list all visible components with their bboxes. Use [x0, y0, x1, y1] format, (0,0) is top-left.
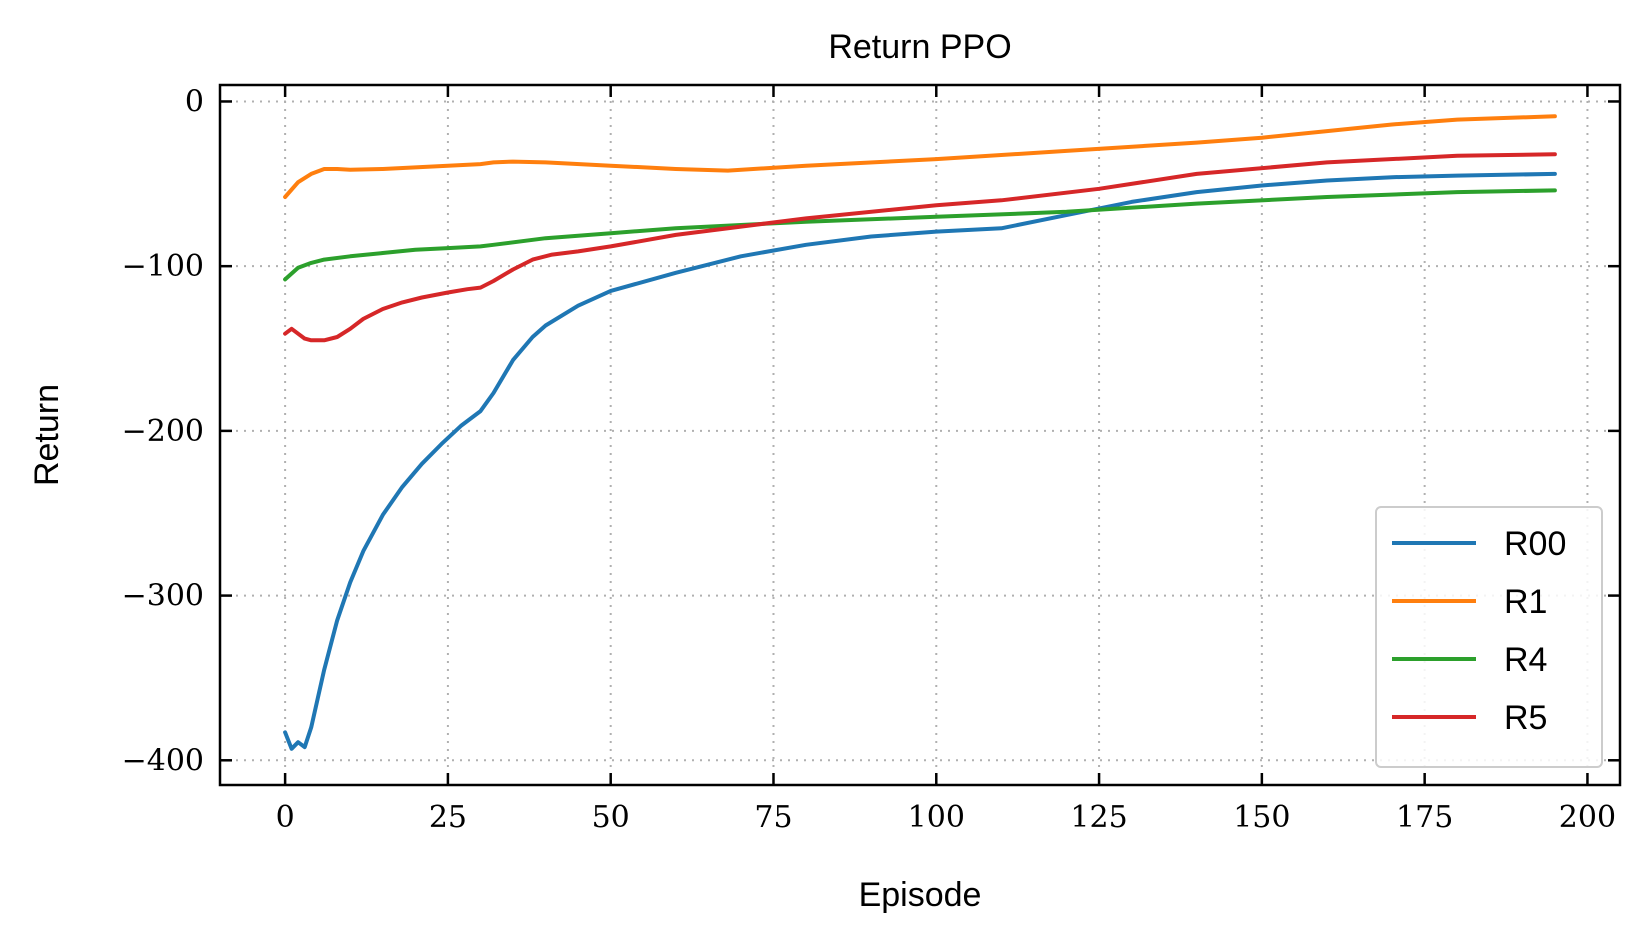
series-lines [283, 114, 1557, 751]
x-tick-label: 75 [754, 800, 792, 835]
x-tick-label: 150 [1233, 800, 1290, 835]
legend-box [1375, 506, 1603, 768]
y-tick-label: −300 [122, 579, 204, 614]
x-tick-label: 200 [1559, 800, 1616, 835]
y-tick-label: 0 [185, 84, 204, 119]
legend-label: R00 [1504, 525, 1566, 563]
x-tick-label: 175 [1396, 800, 1453, 835]
series-line-r5 [283, 152, 1557, 343]
y-axis-label: Return [28, 384, 66, 486]
y-tick-label: −100 [122, 249, 204, 284]
x-tick-label: 25 [429, 800, 467, 835]
legend-label: R1 [1504, 583, 1547, 621]
x-axis-label: Episode [859, 876, 982, 914]
y-tick-label: −200 [122, 414, 204, 449]
legend-label: R5 [1504, 699, 1547, 737]
axis-ticks: 0 25 50 75 100 125 150 175 200 0 −100 −200 −300 −400 [122, 84, 1620, 835]
x-tick-label: 100 [908, 800, 965, 835]
series-line-r4 [283, 188, 1557, 282]
legend-label: R4 [1504, 641, 1547, 679]
legend: R00 R1 R4 R5 [1375, 506, 1603, 768]
series-line-r00 [283, 171, 1557, 751]
x-tick-label: 125 [1070, 800, 1127, 835]
series-line-r1 [283, 114, 1557, 199]
plot-frame [218, 83, 1622, 787]
y-tick-label: −400 [122, 743, 204, 778]
x-tick-label: 0 [276, 800, 295, 835]
x-tick-label: 50 [592, 800, 630, 835]
chart-title: Return PPO [828, 28, 1011, 66]
